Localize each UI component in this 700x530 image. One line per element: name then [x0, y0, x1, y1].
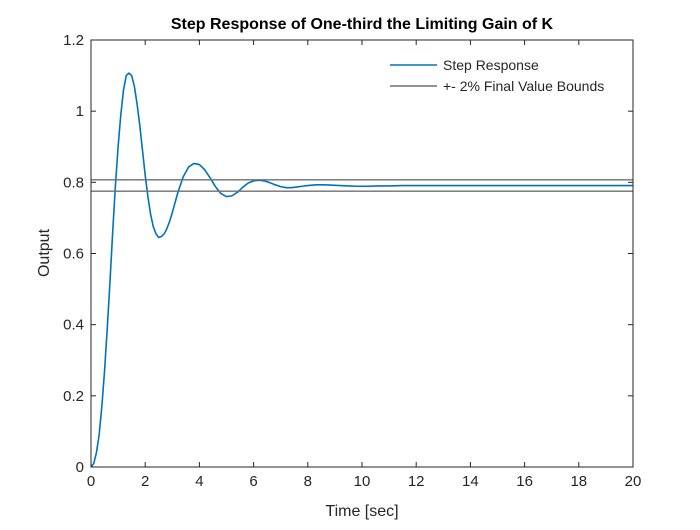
legend: Step Response +- 2% Final Value Bounds	[390, 57, 604, 94]
x-tick-label: 4	[195, 473, 203, 490]
y-tick-label: 0.2	[63, 388, 84, 405]
y-axis-title: Output	[36, 228, 53, 277]
x-tick-label: 2	[141, 473, 149, 490]
legend-label-0: Step Response	[443, 57, 539, 73]
x-axis-title: Time [sec]	[325, 503, 398, 520]
x-tick-label: 16	[516, 473, 533, 490]
plot-area: 0 2 4 6 8 10 12 14 16 18 20 0 0.2 0.4 0.6 0.8 1 1.2	[63, 32, 641, 490]
plot-background	[91, 40, 633, 467]
y-tick-label: 0.6	[63, 246, 84, 263]
x-tick-label: 18	[570, 473, 587, 490]
x-tick-label: 6	[249, 473, 257, 490]
y-tick-label: 1.2	[63, 32, 84, 49]
y-tick-label: 0.8	[63, 174, 84, 191]
x-tick-label: 14	[462, 473, 479, 490]
x-tick-label: 0	[87, 473, 95, 490]
legend-label-1: +- 2% Final Value Bounds	[443, 78, 604, 94]
x-tick-label: 12	[408, 473, 425, 490]
y-tick-label: 0.4	[63, 317, 84, 334]
chart-title: Step Response of One-third the Limiting …	[171, 16, 554, 33]
y-tick-label: 0	[76, 459, 84, 476]
y-tick-label: 1	[76, 103, 84, 120]
x-tick-label: 8	[304, 473, 312, 490]
x-tick-label: 20	[625, 473, 642, 490]
x-tick-label: 10	[354, 473, 371, 490]
series-line-0	[90, 72, 633, 468]
